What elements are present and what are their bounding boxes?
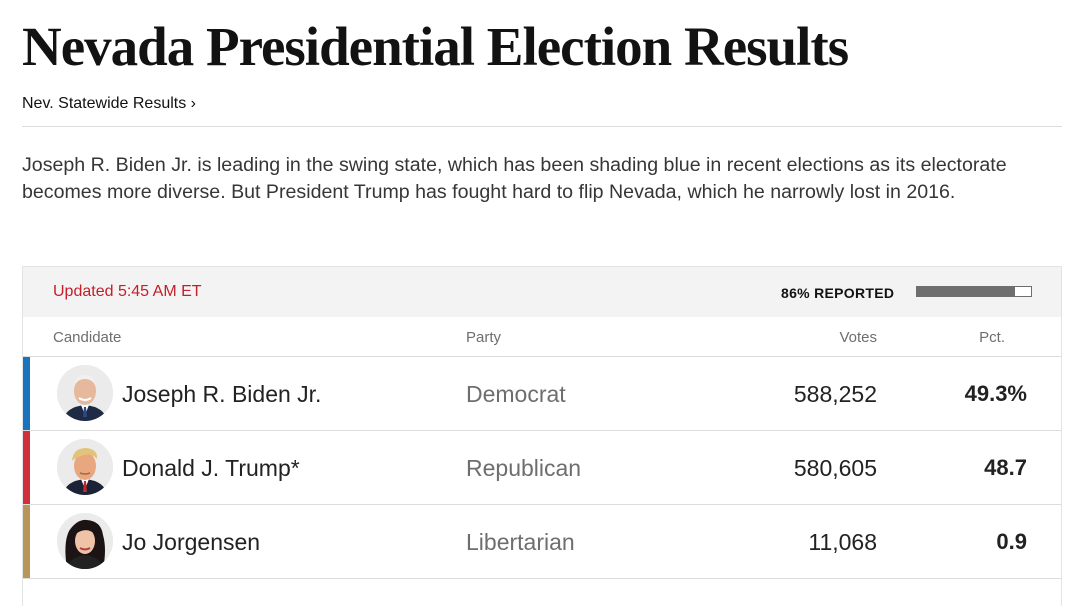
candidate-party: Libertarian [466,529,575,555]
trump-portrait-icon [57,439,113,495]
candidate-pct: 0.9 [996,529,1027,554]
candidate-votes: 588,252 [793,381,877,407]
column-header-party: Party [466,329,502,346]
candidate-pct: 49.3% [964,381,1027,406]
reported-progress-bar [916,286,1032,297]
candidate-name: Joseph R. Biden Jr. [122,381,322,407]
party-color-bar [23,505,30,578]
column-header-candidate: Candidate [53,329,122,346]
jorgensen-portrait-icon [57,513,113,569]
candidate-votes: 580,605 [793,455,877,481]
reported-progress-fill [917,287,1016,296]
candidate-row: Jo Jorgensen Libertarian 11,068 0.9 [23,505,1061,579]
column-header-pct: Pct. [979,329,1005,346]
results-status-bar: Updated 5:45 AM ET 86% REPORTED [23,267,1061,317]
party-color-bar [23,431,30,504]
candidate-party: Democrat [466,381,566,407]
candidate-name: Jo Jorgensen [122,529,261,555]
divider [22,126,1062,127]
results-table: Updated 5:45 AM ET 86% REPORTED Candidat… [22,266,1062,606]
page-title: Nevada Presidential Election Results [22,16,849,77]
article-summary: Joseph R. Biden Jr. is leading in the sw… [22,154,1007,203]
candidate-pct: 48.7 [984,455,1027,480]
updated-timestamp: Updated 5:45 AM ET [53,283,202,300]
party-color-bar [23,357,30,430]
reported-label: 86% REPORTED [781,285,895,301]
candidate-row: Joseph R. Biden Jr. Democrat 588,252 49.… [23,357,1061,431]
biden-portrait-icon [57,365,113,421]
statewide-results-link[interactable]: Nev. Statewide Results › [22,95,196,112]
candidate-votes: 11,068 [808,529,877,555]
column-header-votes: Votes [839,329,877,346]
candidate-party: Republican [466,455,582,481]
candidate-row: Donald J. Trump* Republican 580,605 48.7 [23,431,1061,505]
election-results-page: Nevada Presidential Election Results Nev… [22,16,1062,606]
candidate-name: Donald J. Trump* [122,455,300,481]
table-header: Candidate Party Votes Pct. [23,317,1061,357]
